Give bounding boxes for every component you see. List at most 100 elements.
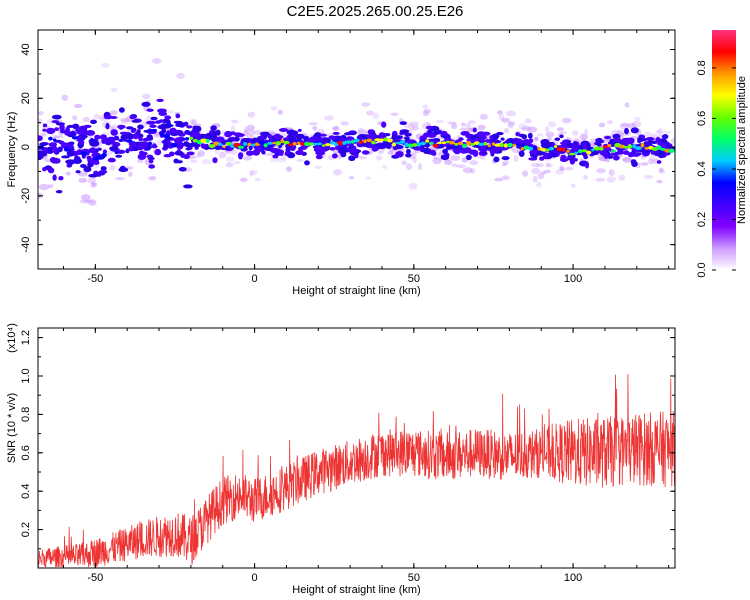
spectral-point — [443, 159, 453, 165]
ridge-point — [411, 143, 418, 147]
spectral-point — [624, 127, 629, 135]
spectral-point — [539, 156, 545, 161]
y-tick-label: 40 — [20, 43, 32, 55]
spectral-point — [268, 135, 274, 142]
ridge-point — [200, 138, 207, 143]
spectral-point — [493, 156, 500, 163]
spectral-point — [425, 125, 434, 130]
spectral-point — [147, 176, 157, 180]
spectral-point — [435, 120, 445, 123]
spectral-point — [622, 150, 630, 156]
spectral-point — [100, 166, 107, 171]
spectral-point — [534, 136, 539, 141]
spectral-point — [53, 135, 64, 139]
ridge-point — [651, 147, 659, 151]
x-axis-label: Height of straight line (km) — [292, 584, 420, 596]
spectral-point — [149, 124, 157, 128]
spectral-point — [286, 166, 292, 172]
colorbar-tick-label: 0.6 — [696, 111, 708, 126]
colorbar-tick-label: 0.4 — [696, 161, 708, 176]
ridge-point — [160, 132, 165, 136]
spectral-point — [631, 160, 638, 167]
spectral-point — [164, 115, 172, 120]
colorbar-gradient — [712, 30, 736, 270]
spectral-point — [437, 152, 444, 157]
spectral-point — [367, 129, 375, 133]
ridge-point — [126, 139, 133, 143]
spectral-point — [176, 143, 184, 150]
spectral-point — [156, 98, 164, 102]
spectral-point — [268, 152, 274, 156]
spectral-point — [532, 154, 538, 159]
ridge-point — [366, 138, 373, 142]
spectral-point — [48, 142, 57, 148]
y-scale-label: (x10⁴) — [6, 323, 18, 353]
spectral-point — [405, 163, 413, 170]
ridge-point — [392, 142, 397, 147]
spectral-point — [107, 157, 116, 163]
ridge-point — [454, 142, 459, 146]
spectral-point — [51, 114, 62, 120]
spectral-point — [143, 129, 153, 133]
spectral-point — [481, 135, 487, 140]
ridge-point — [321, 144, 326, 147]
ridge-point — [656, 145, 662, 150]
spectral-point — [156, 139, 162, 146]
spectral-point — [212, 157, 218, 164]
spectral-point — [109, 110, 118, 116]
spectral-point — [466, 154, 472, 161]
spectral-point — [404, 136, 410, 140]
spectral-point — [186, 125, 193, 129]
spectral-point — [101, 138, 107, 144]
ridge-point — [312, 142, 319, 146]
spectral-point — [92, 160, 100, 165]
spectral-point — [40, 132, 47, 137]
spectral-point — [225, 156, 235, 162]
spectral-point — [296, 158, 304, 162]
ridge-point — [342, 141, 347, 145]
y-tick-label: 1.2 — [20, 330, 32, 345]
spectral-point — [75, 170, 81, 174]
spectral-point — [100, 170, 108, 174]
ridge-point — [288, 143, 293, 147]
spectral-point — [59, 124, 65, 131]
spectral-point — [344, 132, 353, 136]
spectral-point — [357, 155, 367, 160]
y-tick-label: -40 — [20, 237, 32, 253]
spectral-point — [47, 167, 55, 174]
spectral-point — [42, 167, 47, 172]
spectral-point — [604, 135, 612, 140]
spectral-point — [408, 122, 414, 130]
spectral-point — [413, 147, 424, 151]
ridge-point — [267, 141, 273, 145]
spectral-point — [333, 125, 339, 131]
spectral-point — [536, 181, 542, 188]
spectral-point — [477, 124, 486, 131]
spectral-point — [76, 128, 87, 135]
spectral-point — [210, 125, 217, 131]
spectral-point — [119, 165, 126, 171]
spectral-point — [599, 151, 609, 156]
spectral-point — [501, 156, 510, 161]
ridge-point — [586, 150, 592, 155]
ridge-point — [176, 149, 181, 153]
spectral-point — [38, 111, 44, 116]
spectral-point — [492, 134, 497, 138]
spectral-point — [361, 102, 371, 107]
spectral-point — [500, 117, 511, 123]
spectral-point — [176, 72, 185, 79]
spectral-point — [142, 93, 151, 100]
spectral-point — [312, 125, 318, 131]
ridge-point — [371, 140, 376, 145]
spectral-point — [39, 183, 49, 191]
spectral-point — [387, 150, 394, 156]
spectral-point — [128, 171, 133, 177]
spectral-point — [105, 122, 110, 130]
spectral-point — [465, 122, 472, 130]
spectral-point — [233, 160, 241, 165]
spectrogram-blobs — [38, 58, 675, 206]
spectral-point — [192, 126, 198, 132]
spectral-point — [47, 184, 54, 189]
ridge-point — [130, 128, 136, 134]
spectral-point — [338, 146, 349, 154]
